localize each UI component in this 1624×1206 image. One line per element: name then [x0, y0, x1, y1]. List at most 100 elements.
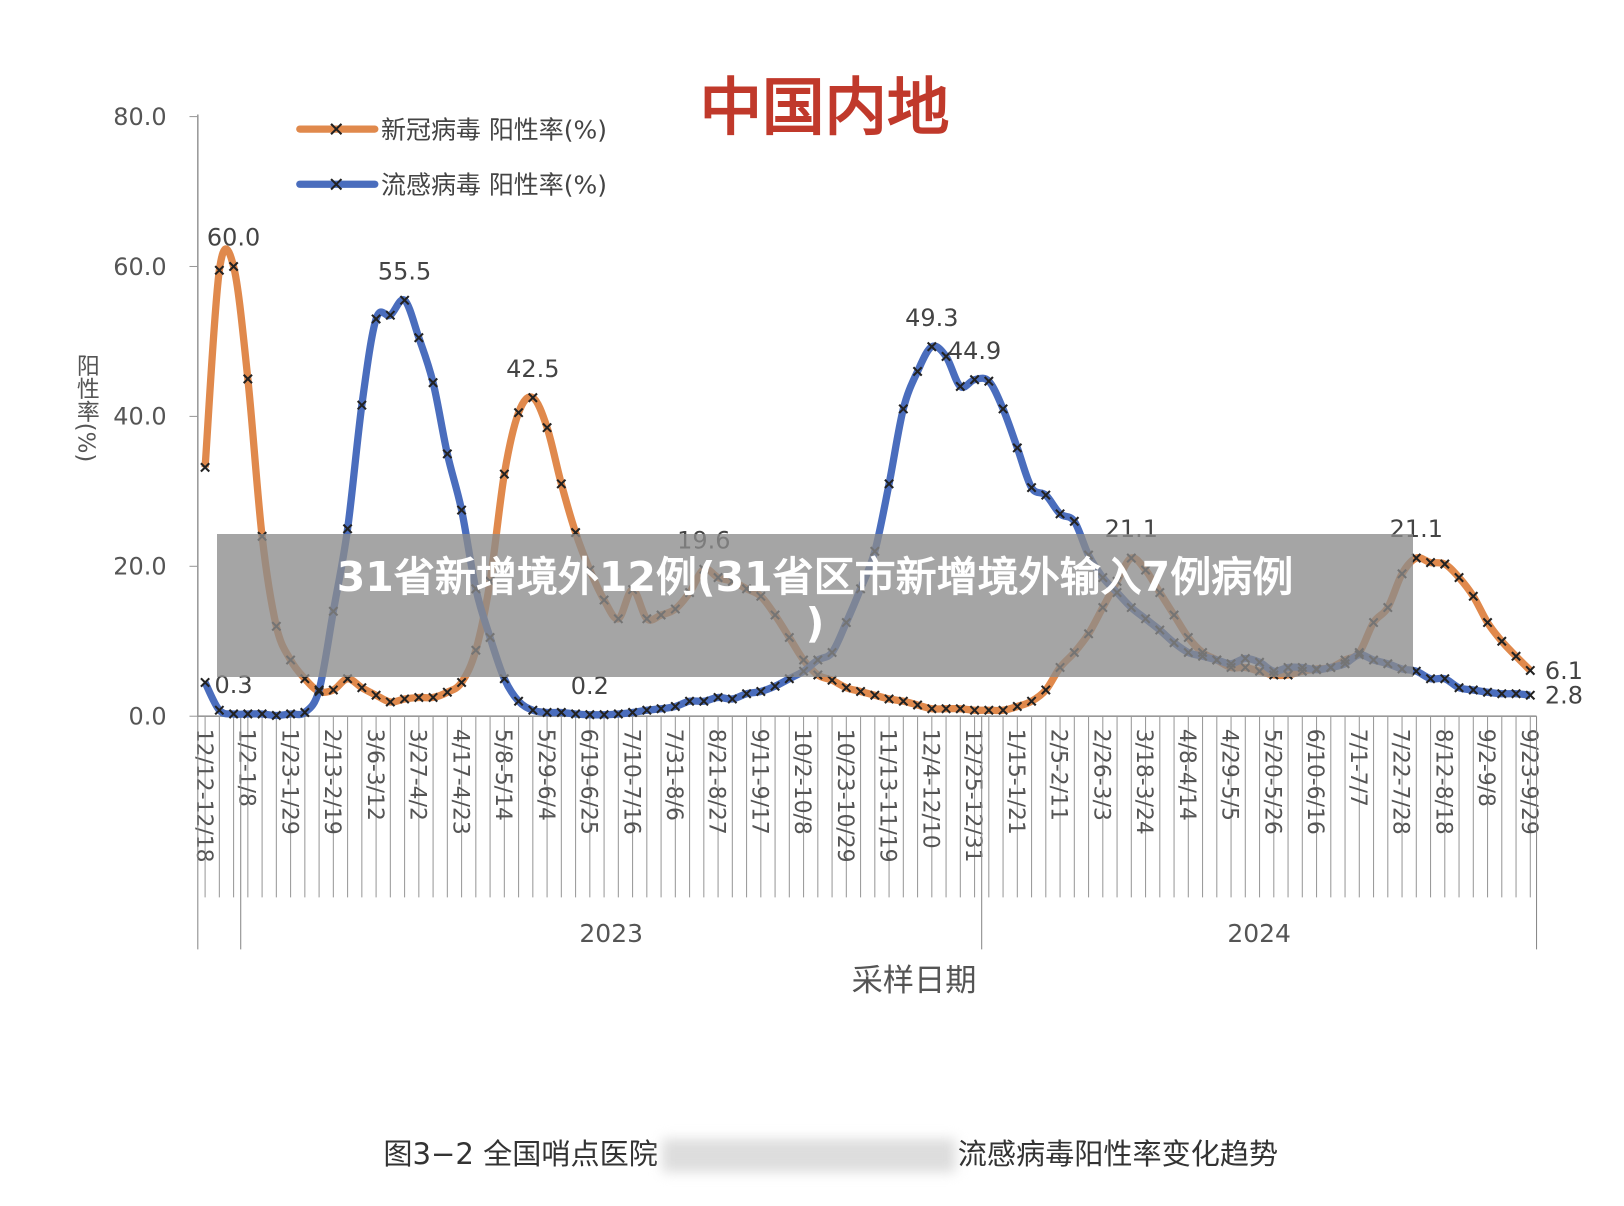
data-point [385, 310, 396, 321]
data-point [969, 374, 980, 385]
x-tick-label: 3/6-3/12 [362, 729, 387, 821]
data-point [527, 392, 538, 403]
data-point [613, 709, 624, 719]
data-point [1439, 673, 1450, 684]
data-point [1454, 572, 1464, 583]
data-label: 44.9 [948, 337, 1001, 365]
data-point [1012, 442, 1023, 453]
data-point [456, 505, 467, 515]
data-point [271, 710, 282, 721]
data-point [1012, 701, 1023, 712]
data-point [926, 703, 937, 714]
data-point [855, 686, 866, 697]
data-point [727, 694, 738, 704]
data-point [242, 374, 253, 384]
data-label: 55.5 [378, 257, 431, 285]
data-point [941, 351, 951, 362]
x-tick-label: 7/31-8/6 [661, 729, 686, 821]
data-point [941, 703, 951, 714]
data-point [314, 686, 324, 697]
data-point [499, 469, 510, 480]
x-tick-label: 4/8-4/14 [1174, 729, 1199, 821]
x-tick-label: 9/23-9/29 [1516, 729, 1541, 835]
data-point [228, 261, 239, 272]
data-point [542, 707, 552, 718]
x-tick-label: 12/12-12/18 [191, 729, 216, 863]
x-tick-label: 8/21-8/27 [704, 729, 729, 835]
legend-marker [330, 178, 343, 191]
data-point [1069, 516, 1080, 527]
data-label: 42.5 [506, 355, 559, 383]
blurred-text [662, 1138, 956, 1173]
x-tick-label: 12/25-12/31 [960, 729, 985, 863]
caption: 流感病毒阳性率变化趋势 [958, 1137, 1278, 1171]
data-point [342, 523, 353, 534]
data-point [1511, 688, 1521, 699]
data-point [641, 705, 652, 716]
data-point [1026, 696, 1037, 707]
y-axis-label: 阳性率(%) [72, 354, 99, 462]
x-tick-label: 4/29-5/5 [1217, 729, 1242, 821]
year-label: 2023 [579, 919, 643, 948]
data-point [371, 314, 381, 324]
x-tick-label: 2/13-2/19 [319, 729, 344, 835]
data-point [713, 692, 723, 703]
data-point [513, 696, 524, 707]
data-point [513, 407, 524, 418]
data-point [1425, 557, 1436, 568]
data-point [385, 697, 396, 707]
data-point [570, 709, 581, 719]
data-point [627, 707, 638, 718]
x-tick-label: 12/4-12/10 [917, 729, 942, 849]
data-point [356, 682, 367, 693]
data-point [1411, 553, 1422, 563]
data-point [200, 677, 210, 688]
caption: 图3−2 全国哨点医院 [383, 1137, 658, 1171]
legend-label: 流感病毒 阳性率(%) [381, 171, 607, 200]
data-point [1525, 665, 1536, 676]
data-label: 2.8 [1545, 682, 1583, 710]
legend-label: 新冠病毒 阳性率(%) [381, 115, 607, 144]
x-tick-label: 1/2-1/8 [234, 729, 259, 807]
data-point [926, 341, 937, 352]
data-point [428, 377, 438, 388]
data-point [741, 688, 752, 699]
data-point [356, 400, 367, 411]
data-point [770, 681, 780, 692]
data-point [456, 677, 467, 688]
data-point [969, 705, 980, 716]
data-point [228, 709, 239, 719]
data-point [442, 687, 453, 698]
data-point [428, 692, 438, 703]
data-point [1468, 591, 1479, 602]
data-point [285, 709, 296, 719]
x-tick-label: 8/12-8/18 [1430, 729, 1455, 835]
banner-line: ) [805, 599, 825, 647]
data-point [998, 404, 1008, 414]
data-point [1040, 685, 1051, 695]
x-tick-label: 7/1-7/7 [1345, 729, 1370, 807]
legend-marker [330, 123, 343, 136]
x-tick-label: 10/2-10/8 [789, 729, 814, 835]
x-tick-label: 5/29-6/4 [533, 729, 558, 821]
x-tick-label: 9/2-9/8 [1473, 729, 1498, 807]
data-point [242, 709, 253, 719]
chart-title: 中国内地 [700, 71, 950, 144]
data-point [1482, 617, 1493, 628]
data-point [1496, 636, 1507, 647]
data-point [869, 690, 880, 701]
data-point [542, 422, 552, 433]
y-tick-label: 20.0 [113, 553, 166, 581]
data-point [955, 703, 966, 714]
banner: 31省新增境外12例(31省区市新增境外输入7例病例 ) [217, 534, 1413, 677]
data-point [698, 696, 709, 707]
data-point [214, 705, 225, 716]
data-point [399, 694, 410, 704]
data-point [983, 376, 994, 387]
x-tick-label: 5/20-5/26 [1259, 729, 1284, 835]
data-point [399, 295, 410, 306]
y-tick-label: 60.0 [113, 253, 166, 281]
data-point [413, 692, 424, 703]
data-point [599, 709, 609, 720]
